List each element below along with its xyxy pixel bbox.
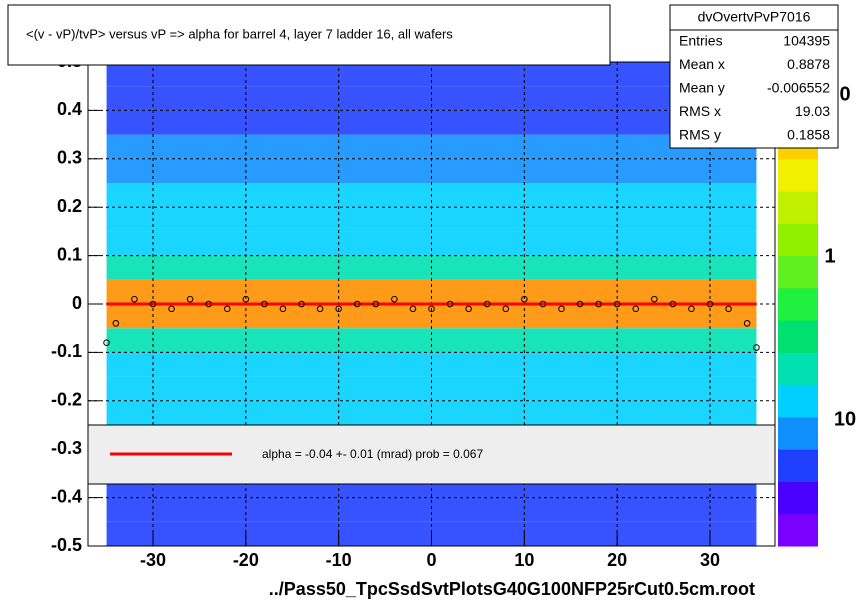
colorbar-cell xyxy=(778,352,818,386)
colorbar-cell xyxy=(778,255,818,289)
colorbar-cell xyxy=(778,513,818,547)
x-tick-label: 0 xyxy=(426,550,436,570)
profile-point xyxy=(613,300,621,308)
y-tick-label: 0.3 xyxy=(57,148,82,168)
y-tick-label: -0.4 xyxy=(51,486,82,506)
x-tick-label: 30 xyxy=(700,550,720,570)
colorbar-cell xyxy=(778,191,818,224)
colorbar-cell xyxy=(778,223,818,257)
stats-name: dvOvertvPvP7016 xyxy=(698,9,811,25)
colorbar-cell xyxy=(778,449,818,482)
profile-point xyxy=(316,305,324,313)
profile-point xyxy=(242,295,250,303)
colorbar-label: 0 xyxy=(839,83,850,105)
y-tick-label: 0.4 xyxy=(57,99,82,119)
profile-point xyxy=(223,305,231,313)
profile-point xyxy=(298,300,305,308)
profile-point xyxy=(168,305,175,313)
profile-point xyxy=(112,320,120,327)
legend-label: alpha = -0.04 +- 0.01 (mrad) prob = 0.06… xyxy=(262,447,483,461)
profile-point xyxy=(753,344,760,351)
colorbar-cell xyxy=(778,384,818,418)
profile-point xyxy=(725,305,732,313)
stats-key: Mean y xyxy=(679,80,725,96)
profile-point xyxy=(521,295,528,303)
colorbar-cell xyxy=(778,287,818,321)
profile-point xyxy=(706,300,714,308)
profile-point xyxy=(428,305,435,313)
profile-point xyxy=(576,300,584,308)
stats-value: 104395 xyxy=(783,33,830,49)
overlays: 0 1 10 alpha = -0.04 +- 0.01 (mrad) prob = … xyxy=(7,4,856,547)
stats-key: RMS y xyxy=(679,127,721,143)
profile-point xyxy=(103,339,110,347)
colorbar-cell xyxy=(778,416,818,450)
x-tick-label: 10 xyxy=(514,550,534,570)
profile-point xyxy=(353,300,361,308)
x-tick-label: -10 xyxy=(326,550,352,570)
stats-value: -0.006552 xyxy=(767,80,830,96)
stats-key: Entries xyxy=(679,33,723,49)
profile-point xyxy=(391,295,398,303)
y-tick-label: -0.1 xyxy=(51,341,82,361)
y-tick-label: -0.5 xyxy=(51,535,82,555)
profile-point xyxy=(205,300,212,308)
profile-point xyxy=(743,320,751,327)
stats-key: RMS x xyxy=(679,103,721,119)
stats-key: Mean x xyxy=(679,56,725,72)
profile-point xyxy=(279,305,287,313)
profile-point xyxy=(558,305,565,313)
profile-point xyxy=(669,300,677,308)
profile-point xyxy=(186,295,194,303)
y-tick-label: 0 xyxy=(72,293,82,313)
profile-point xyxy=(131,295,138,303)
colorbar-label: 1 xyxy=(824,245,835,267)
colorbar-cell xyxy=(778,320,818,353)
profile-point xyxy=(688,305,695,313)
y-tick-label: 0.1 xyxy=(57,244,82,264)
profile-point xyxy=(539,300,547,308)
stats-value: 19.03 xyxy=(795,103,830,119)
profile-point xyxy=(651,295,658,303)
title-box xyxy=(7,4,611,66)
x-tick-label: -20 xyxy=(233,550,259,570)
profile-point xyxy=(502,305,510,313)
profile-point xyxy=(483,300,491,308)
stats-value: 0.8878 xyxy=(787,56,830,72)
profile-point xyxy=(335,305,342,313)
stats-value: 0.1858 xyxy=(787,127,830,143)
colorbar-cell xyxy=(778,158,818,192)
profile-point xyxy=(465,305,472,313)
profile-point xyxy=(446,300,454,308)
y-tick-label: 0.2 xyxy=(57,196,82,216)
x-tick-label: -30 xyxy=(140,550,166,570)
profile-point xyxy=(372,300,380,308)
profile-point xyxy=(261,300,268,308)
x-tick-label: 20 xyxy=(607,550,627,570)
plot-area: -0.5-0.4-0.3-0.2-0.100.10.20.30.40.5-30-… xyxy=(51,51,776,599)
chart-title: <(v - vP)/tvP> versus vP => alpha for ba… xyxy=(26,26,453,41)
colorbar-label: 10 xyxy=(834,408,856,430)
profile-point xyxy=(149,300,157,308)
profile-point xyxy=(632,305,640,313)
y-tick-label: -0.2 xyxy=(51,390,82,410)
y-tick-label: -0.3 xyxy=(51,438,82,458)
profile-point xyxy=(595,300,602,308)
profile-point xyxy=(409,305,417,313)
colorbar-cell xyxy=(778,481,818,515)
x-axis-label: ../Pass50_TpcSsdSvtPlotsG40G100NFP25rCut… xyxy=(269,579,755,599)
stats-box xyxy=(669,4,839,149)
